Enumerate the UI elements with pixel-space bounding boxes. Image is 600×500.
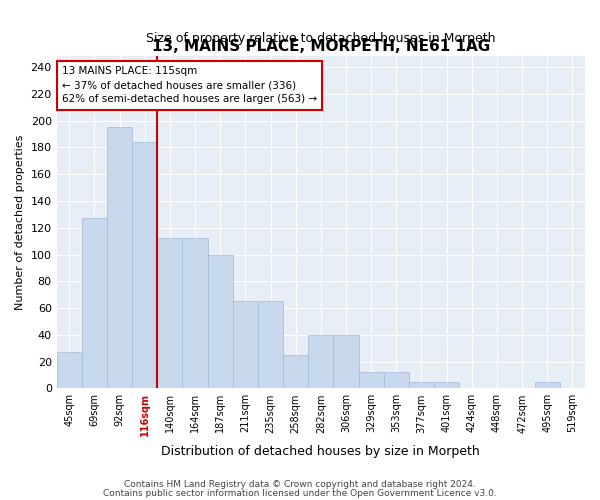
Y-axis label: Number of detached properties: Number of detached properties [15, 134, 25, 310]
Bar [132, 142, 157, 388]
Bar [182, 238, 208, 388]
Text: Size of property relative to detached houses in Morpeth: Size of property relative to detached ho… [146, 32, 496, 45]
Text: 13 MAINS PLACE: 115sqm
← 37% of detached houses are smaller (336)
62% of semi-de: 13 MAINS PLACE: 115sqm ← 37% of detached… [62, 66, 317, 104]
X-axis label: Distribution of detached houses by size in Morpeth: Distribution of detached houses by size … [161, 444, 480, 458]
Bar [56, 352, 82, 389]
Text: Contains HM Land Registry data © Crown copyright and database right 2024.: Contains HM Land Registry data © Crown c… [124, 480, 476, 489]
Bar [359, 372, 384, 388]
Bar [535, 382, 560, 388]
Bar [409, 382, 434, 388]
Bar [434, 382, 459, 388]
Bar [233, 302, 258, 388]
Bar [157, 238, 182, 388]
Bar [283, 355, 308, 388]
Title: 13, MAINS PLACE, MORPETH, NE61 1AG: 13, MAINS PLACE, MORPETH, NE61 1AG [152, 39, 490, 54]
Bar [384, 372, 409, 388]
Bar [334, 335, 359, 388]
Bar [82, 218, 107, 388]
Bar [258, 302, 283, 388]
Text: Contains public sector information licensed under the Open Government Licence v3: Contains public sector information licen… [103, 489, 497, 498]
Bar [208, 254, 233, 388]
Bar [308, 335, 334, 388]
Bar [107, 128, 132, 388]
